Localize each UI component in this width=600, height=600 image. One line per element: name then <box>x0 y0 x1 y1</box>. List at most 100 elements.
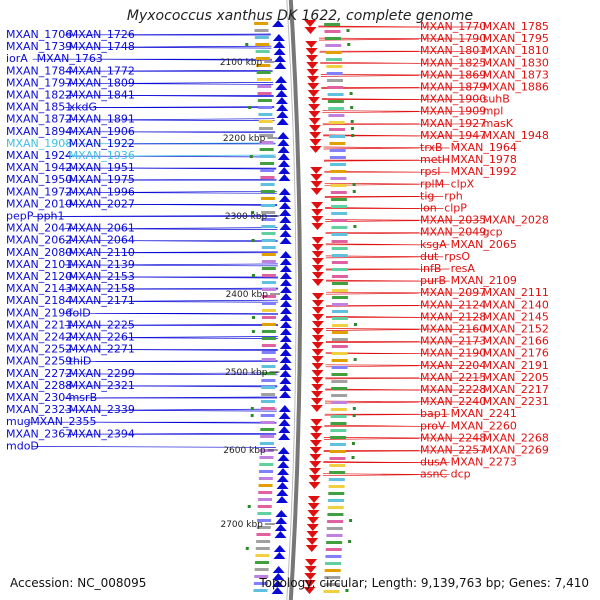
feature-strip <box>327 93 344 96</box>
right-gene-label: resA <box>451 262 476 275</box>
forward-gene <box>279 363 292 370</box>
feature-strip <box>330 184 347 187</box>
feature-strip <box>261 211 276 214</box>
feature-strip <box>323 583 340 586</box>
reverse-gene <box>309 454 322 461</box>
feature-strip <box>258 498 273 501</box>
feature-strip <box>259 148 274 151</box>
left-gene-label: MXAN_2196 <box>6 306 72 319</box>
feature-strip <box>260 190 275 193</box>
right-gene-label: MXAN_2240 <box>420 395 486 408</box>
left-gene-label: MXAN_2339 <box>69 403 135 416</box>
forward-gene <box>279 251 292 258</box>
reverse-gene <box>304 27 317 34</box>
forward-gene <box>277 146 290 153</box>
right-gene-label: MXAN_1873 <box>483 68 549 81</box>
right-gene-label: clpP <box>444 202 467 215</box>
feature-strip <box>260 183 275 186</box>
feature-strip <box>259 449 274 452</box>
left-gene-label: MXAN_2288 <box>6 379 72 392</box>
feature-strip <box>261 337 276 340</box>
right-gene-label: rpsI <box>420 165 440 178</box>
reverse-gene <box>308 118 321 125</box>
feature-strip <box>328 128 345 131</box>
left-gene-label: folD <box>69 306 91 319</box>
right-label-connector <box>322 474 420 477</box>
feature-marker <box>352 407 356 410</box>
left-label-connector <box>127 227 278 229</box>
feature-strip <box>255 561 270 564</box>
forward-gene <box>278 405 291 412</box>
forward-gene <box>276 475 289 482</box>
right-gene-label: MXAN_2166 <box>483 335 549 348</box>
reverse-gene <box>311 258 324 265</box>
feature-strip <box>261 281 276 284</box>
right-gene-label: MXAN_1790 <box>420 32 486 45</box>
feature-strip <box>327 86 344 89</box>
left-label-connector <box>64 69 273 72</box>
right-gene-label: masK <box>483 117 514 130</box>
left-gene-label: MXAN_2184 <box>6 294 72 307</box>
left-gene-label: MXAN_2261 <box>69 331 135 344</box>
left-gene-label: MXAN_2323 <box>6 403 72 416</box>
feature-strip <box>254 36 269 39</box>
feature-strip <box>261 218 276 221</box>
right-gene-label: MXAN_1869 <box>420 68 486 81</box>
forward-gene <box>275 517 288 524</box>
forward-gene <box>276 118 289 125</box>
reverse-gene <box>308 482 321 489</box>
forward-gene <box>275 83 288 90</box>
left-gene-label: MXAN_1739 <box>6 40 72 53</box>
feature-strip <box>261 379 276 382</box>
right-gene-label: MXAN_2228 <box>420 383 486 396</box>
right-gene-label: MXAN_2248 <box>420 431 486 444</box>
reverse-gene <box>309 461 322 468</box>
left-label-connector <box>64 155 276 158</box>
right-gene-label: MXAN_2128 <box>420 310 486 323</box>
right-gene-label: MXAN_2268 <box>483 431 549 444</box>
left-gene-label: MXAN_1822 <box>6 89 72 102</box>
forward-gene <box>273 48 286 55</box>
reverse-gene <box>311 342 324 349</box>
left-gene-label: MXAN_2171 <box>69 294 135 307</box>
right-gene-label: MXAN_2176 <box>483 347 549 360</box>
reverse-gene <box>310 174 323 181</box>
right-gene-label: MXAN_2273 <box>451 456 517 469</box>
feature-strip <box>330 401 347 404</box>
right-gene-label: MXAN_1830 <box>483 56 549 69</box>
left-gene-label: MXAN_1922 <box>69 137 135 150</box>
forward-gene <box>276 104 289 111</box>
right-gene-label: MXAN_1948 <box>483 129 549 142</box>
feature-strip <box>328 107 345 110</box>
right-gene-label: suhB <box>483 93 510 106</box>
right-gene-label: MXAN_2173 <box>420 335 486 348</box>
feature-strip <box>261 316 276 319</box>
left-gene-label: MXAN_1996 <box>69 185 135 198</box>
forward-gene <box>274 531 287 538</box>
feature-strip <box>260 176 275 179</box>
feature-strip <box>260 162 275 165</box>
feature-strip <box>331 366 348 369</box>
feature-strip <box>330 408 347 411</box>
feature-strip <box>260 169 275 172</box>
reverse-gene <box>306 69 319 76</box>
left-gene-label: MXAN_2321 <box>69 379 135 392</box>
feature-strip <box>261 295 276 298</box>
right-gene-label: trxB <box>420 141 443 154</box>
feature-strip <box>327 513 344 516</box>
right-label-connector <box>325 232 482 235</box>
left-gene-label: MXAN_2271 <box>69 343 135 356</box>
feature-strip <box>261 386 276 389</box>
forward-gene <box>278 174 291 181</box>
forward-gene <box>279 300 292 307</box>
forward-gene <box>277 132 290 139</box>
right-gene-label: MXAN_2124 <box>420 298 486 311</box>
feature-strip <box>329 471 346 474</box>
left-label-connector <box>127 154 276 157</box>
left-label-connector <box>88 421 277 424</box>
feature-strip <box>331 247 348 250</box>
right-gene-label: MXAN_1810 <box>483 44 549 57</box>
feature-strip <box>259 463 274 466</box>
right-gene-label: dusA <box>420 456 448 469</box>
